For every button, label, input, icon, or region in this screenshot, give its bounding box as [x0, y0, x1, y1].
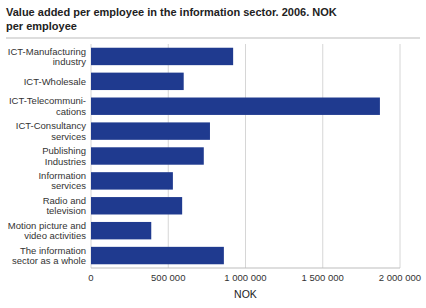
x-tick-label: 500 000 — [151, 272, 185, 283]
x-tick-label: 1 500 000 — [302, 272, 344, 283]
x-tick-label: 1 000 000 — [224, 272, 266, 283]
x-axis-label: NOK — [234, 288, 257, 300]
chart: Value added per employee in the informat… — [0, 0, 426, 308]
bar — [91, 147, 204, 164]
bar — [91, 197, 182, 214]
category-label: The informationsector as a whole — [12, 245, 86, 266]
category-label: Radio andtelevision — [43, 195, 86, 216]
bar — [91, 222, 151, 239]
y-axis-labels: ICT-Manufacturingindustry ICT-Wholesale IC… — [8, 46, 86, 267]
x-tick-label: 0 — [88, 272, 93, 283]
bars — [91, 48, 380, 265]
category-label: ICT-Wholesale — [24, 76, 86, 87]
category-label: PublishingIndustries — [42, 145, 86, 166]
bar — [91, 98, 380, 115]
grid-line — [322, 44, 323, 268]
category-label: ICT-Consultancyservices — [16, 120, 86, 141]
subtitle: per employee — [6, 20, 77, 32]
grid-line — [400, 44, 401, 268]
bar — [91, 73, 184, 90]
bar — [91, 48, 233, 65]
bar — [91, 122, 210, 139]
bar — [91, 247, 224, 264]
separator — [6, 38, 420, 39]
category-label: Motion picture andvideo activities — [8, 220, 86, 241]
x-axis-line — [91, 268, 400, 269]
bar — [91, 172, 173, 189]
x-axis-ticks: 0 500 000 1 000 000 1 500 000 2 000 000 — [88, 272, 421, 283]
category-label: Informationservices — [38, 170, 86, 191]
grid-line — [245, 44, 246, 268]
category-label: ICT-Telecommuni-cations — [9, 95, 86, 116]
grid — [91, 44, 400, 268]
x-tick-label: 2 000 000 — [379, 272, 421, 283]
category-label: ICT-Manufacturingindustry — [8, 46, 86, 67]
title: Value added per employee in the informat… — [6, 6, 337, 18]
